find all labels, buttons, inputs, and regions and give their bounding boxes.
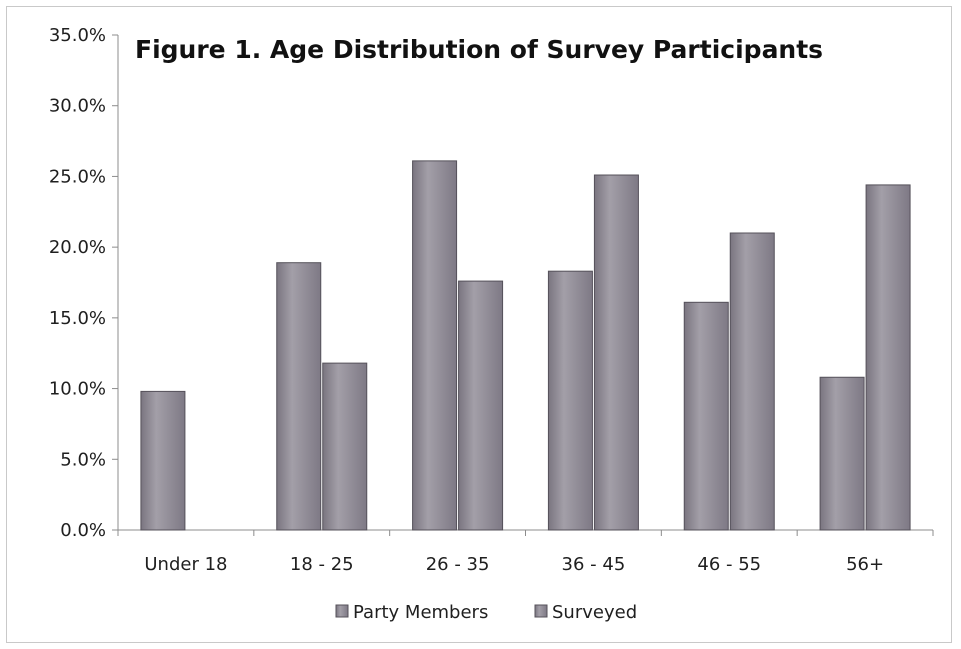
labels: 0.0% 5.0% 10.0% 15.0% 20.0% 25.0% 30.0% 35.0% Un… [49,25,884,575]
x-tick-label: Under 18 [144,554,227,575]
y-tick-label: 20.0% [49,237,106,258]
x-tick-label: 26 - 35 [426,554,490,575]
bar-surveyed [729,232,775,531]
x-tick-label: 18 - 25 [290,554,354,575]
bar-surveyed [593,174,639,531]
y-tick-label: 30.0% [49,96,106,117]
legend-swatch [335,604,349,618]
bar-party-members [140,390,186,531]
bar-surveyed [322,362,368,531]
axes [112,34,934,536]
legend-swatch [534,604,548,618]
y-tick-label: 25.0% [49,166,106,187]
bar-party-members [547,270,593,531]
bars [140,160,911,531]
bar-surveyed [865,184,911,531]
legend-label: Surveyed [552,602,637,623]
x-tick-label: 46 - 55 [697,554,761,575]
legend-label: Party Members [353,602,488,623]
bar-party-members [276,262,322,531]
legend: Party Members Surveyed [335,602,637,623]
chart-title: Figure 1. Age Distribution of Survey Par… [135,35,823,64]
bar-party-members [412,160,458,531]
x-tick-label: 56+ [846,554,884,575]
bar-party-members [683,301,729,531]
y-tick-label: 0.0% [60,520,106,541]
x-tick-label: 36 - 45 [562,554,626,575]
y-tick-label: 15.0% [49,308,106,329]
bar-surveyed [458,280,504,531]
bar-party-members [819,376,865,531]
y-tick-label: 5.0% [60,449,106,470]
y-tick-label: 35.0% [49,25,106,46]
y-tick-label: 10.0% [49,379,106,400]
